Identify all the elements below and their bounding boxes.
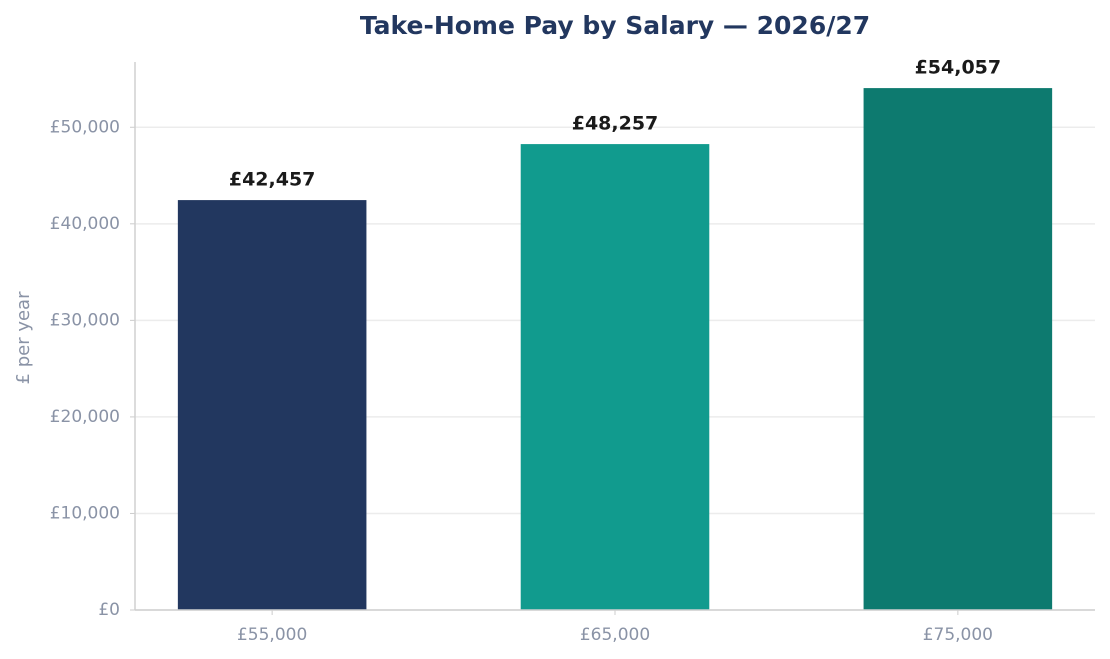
x-tick-label: £65,000 — [580, 625, 650, 645]
y-tick-label: £20,000 — [50, 407, 120, 427]
y-tick-label: £40,000 — [50, 214, 120, 234]
bar — [177, 200, 367, 610]
y-axis-label: £ per year — [13, 291, 34, 385]
x-tick-label: £75,000 — [923, 625, 993, 645]
value-label: £48,257 — [572, 113, 659, 135]
x-tick-label: £55,000 — [237, 625, 307, 645]
value-label: £42,457 — [229, 169, 316, 191]
bar — [863, 88, 1053, 610]
y-tick-label: £0 — [98, 600, 120, 620]
y-tick-label: £50,000 — [50, 117, 120, 137]
value-label: £54,057 — [915, 57, 1002, 79]
y-tick-label: £10,000 — [50, 503, 120, 523]
chart-title: Take-Home Pay by Salary — 2026/27 — [360, 11, 870, 40]
y-tick-label: £30,000 — [50, 310, 120, 330]
bar — [520, 144, 710, 610]
